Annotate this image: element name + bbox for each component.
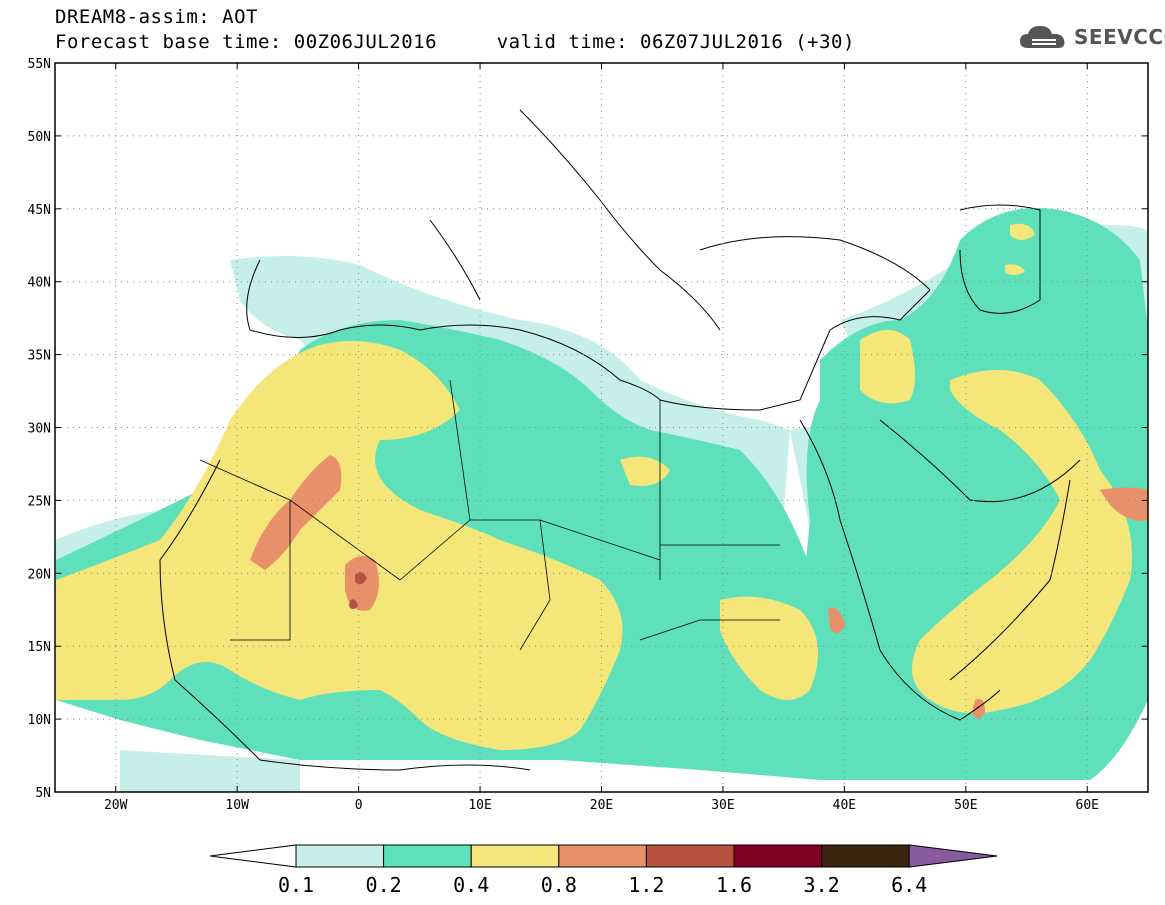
lat-tick-label: 40N <box>28 276 51 291</box>
colorbar-label: 3.2 <box>804 873 840 897</box>
colorbar-label: 0.2 <box>366 873 402 897</box>
colorbar-segment <box>295 844 385 868</box>
colorbar-segment <box>470 844 560 868</box>
colorbar-label: 0.4 <box>453 873 489 897</box>
colorbar-segment <box>733 844 823 868</box>
lat-tick-label: 25N <box>28 494 51 509</box>
aot-band-0.4-0.8 <box>56 223 1132 750</box>
lat-tick-label: 15N <box>28 640 51 655</box>
lon-tick-label: 10E <box>468 798 491 813</box>
colorbar-over-arrow <box>908 844 998 868</box>
lon-tick-label: 0 <box>355 798 363 813</box>
colorbar-label: 6.4 <box>891 873 927 897</box>
lon-tick-label: 60E <box>1076 798 1099 813</box>
lon-tick-label: 30E <box>711 798 734 813</box>
lon-tick-label: 10W <box>225 798 249 813</box>
lon-tick-label: 20W <box>104 798 128 813</box>
lon-tick-label: 40E <box>833 798 856 813</box>
aot-field <box>56 208 1148 792</box>
lon-tick-label: 20E <box>590 798 613 813</box>
lat-tick-label: 45N <box>28 203 51 218</box>
colorbar-segment <box>821 844 910 868</box>
colorbar-segment <box>558 844 647 868</box>
grid-lines <box>55 63 1148 792</box>
lat-tick-label: 30N <box>28 422 51 437</box>
colorbar-label: 0.8 <box>541 873 577 897</box>
lat-tick-label: 10N <box>28 713 51 728</box>
colorbar-segment <box>383 844 472 868</box>
cloud-icon <box>1020 26 1065 48</box>
coastlines <box>159 109 1081 771</box>
aot-band-1.2-1.6 <box>349 572 367 609</box>
lat-tick-label: 50N <box>28 130 51 145</box>
colorbar-under-arrow <box>209 844 297 868</box>
logo-text: SEEVCCC <box>1074 25 1165 49</box>
seevccc-logo: SEEVCCC <box>1018 22 1165 52</box>
map-title: DREAM8-assim: AOT <box>55 6 258 28</box>
forecast-time-line: Forecast base time: 00Z06JUL2016 valid t… <box>55 31 855 53</box>
axis-ticks: 20W 10W 0 10E 20E 30E 40E 50E 60E 55N 50N 45N 40N 35N… <box>28 57 1148 813</box>
lon-tick-label: 50E <box>954 798 977 813</box>
lat-tick-label: 20N <box>28 567 51 582</box>
lat-tick-label: 55N <box>28 57 51 72</box>
lat-tick-label: 35N <box>28 349 51 364</box>
colorbar-label: 1.2 <box>628 873 664 897</box>
colorbar-label: 1.6 <box>716 873 752 897</box>
colorbar-segment <box>645 844 735 868</box>
colorbar: 0.1 0.2 0.4 0.8 1.2 1.6 3.2 6.4 <box>209 844 998 897</box>
colorbar-label: 0.1 <box>278 873 314 897</box>
lat-tick-label: 5N <box>35 786 51 801</box>
